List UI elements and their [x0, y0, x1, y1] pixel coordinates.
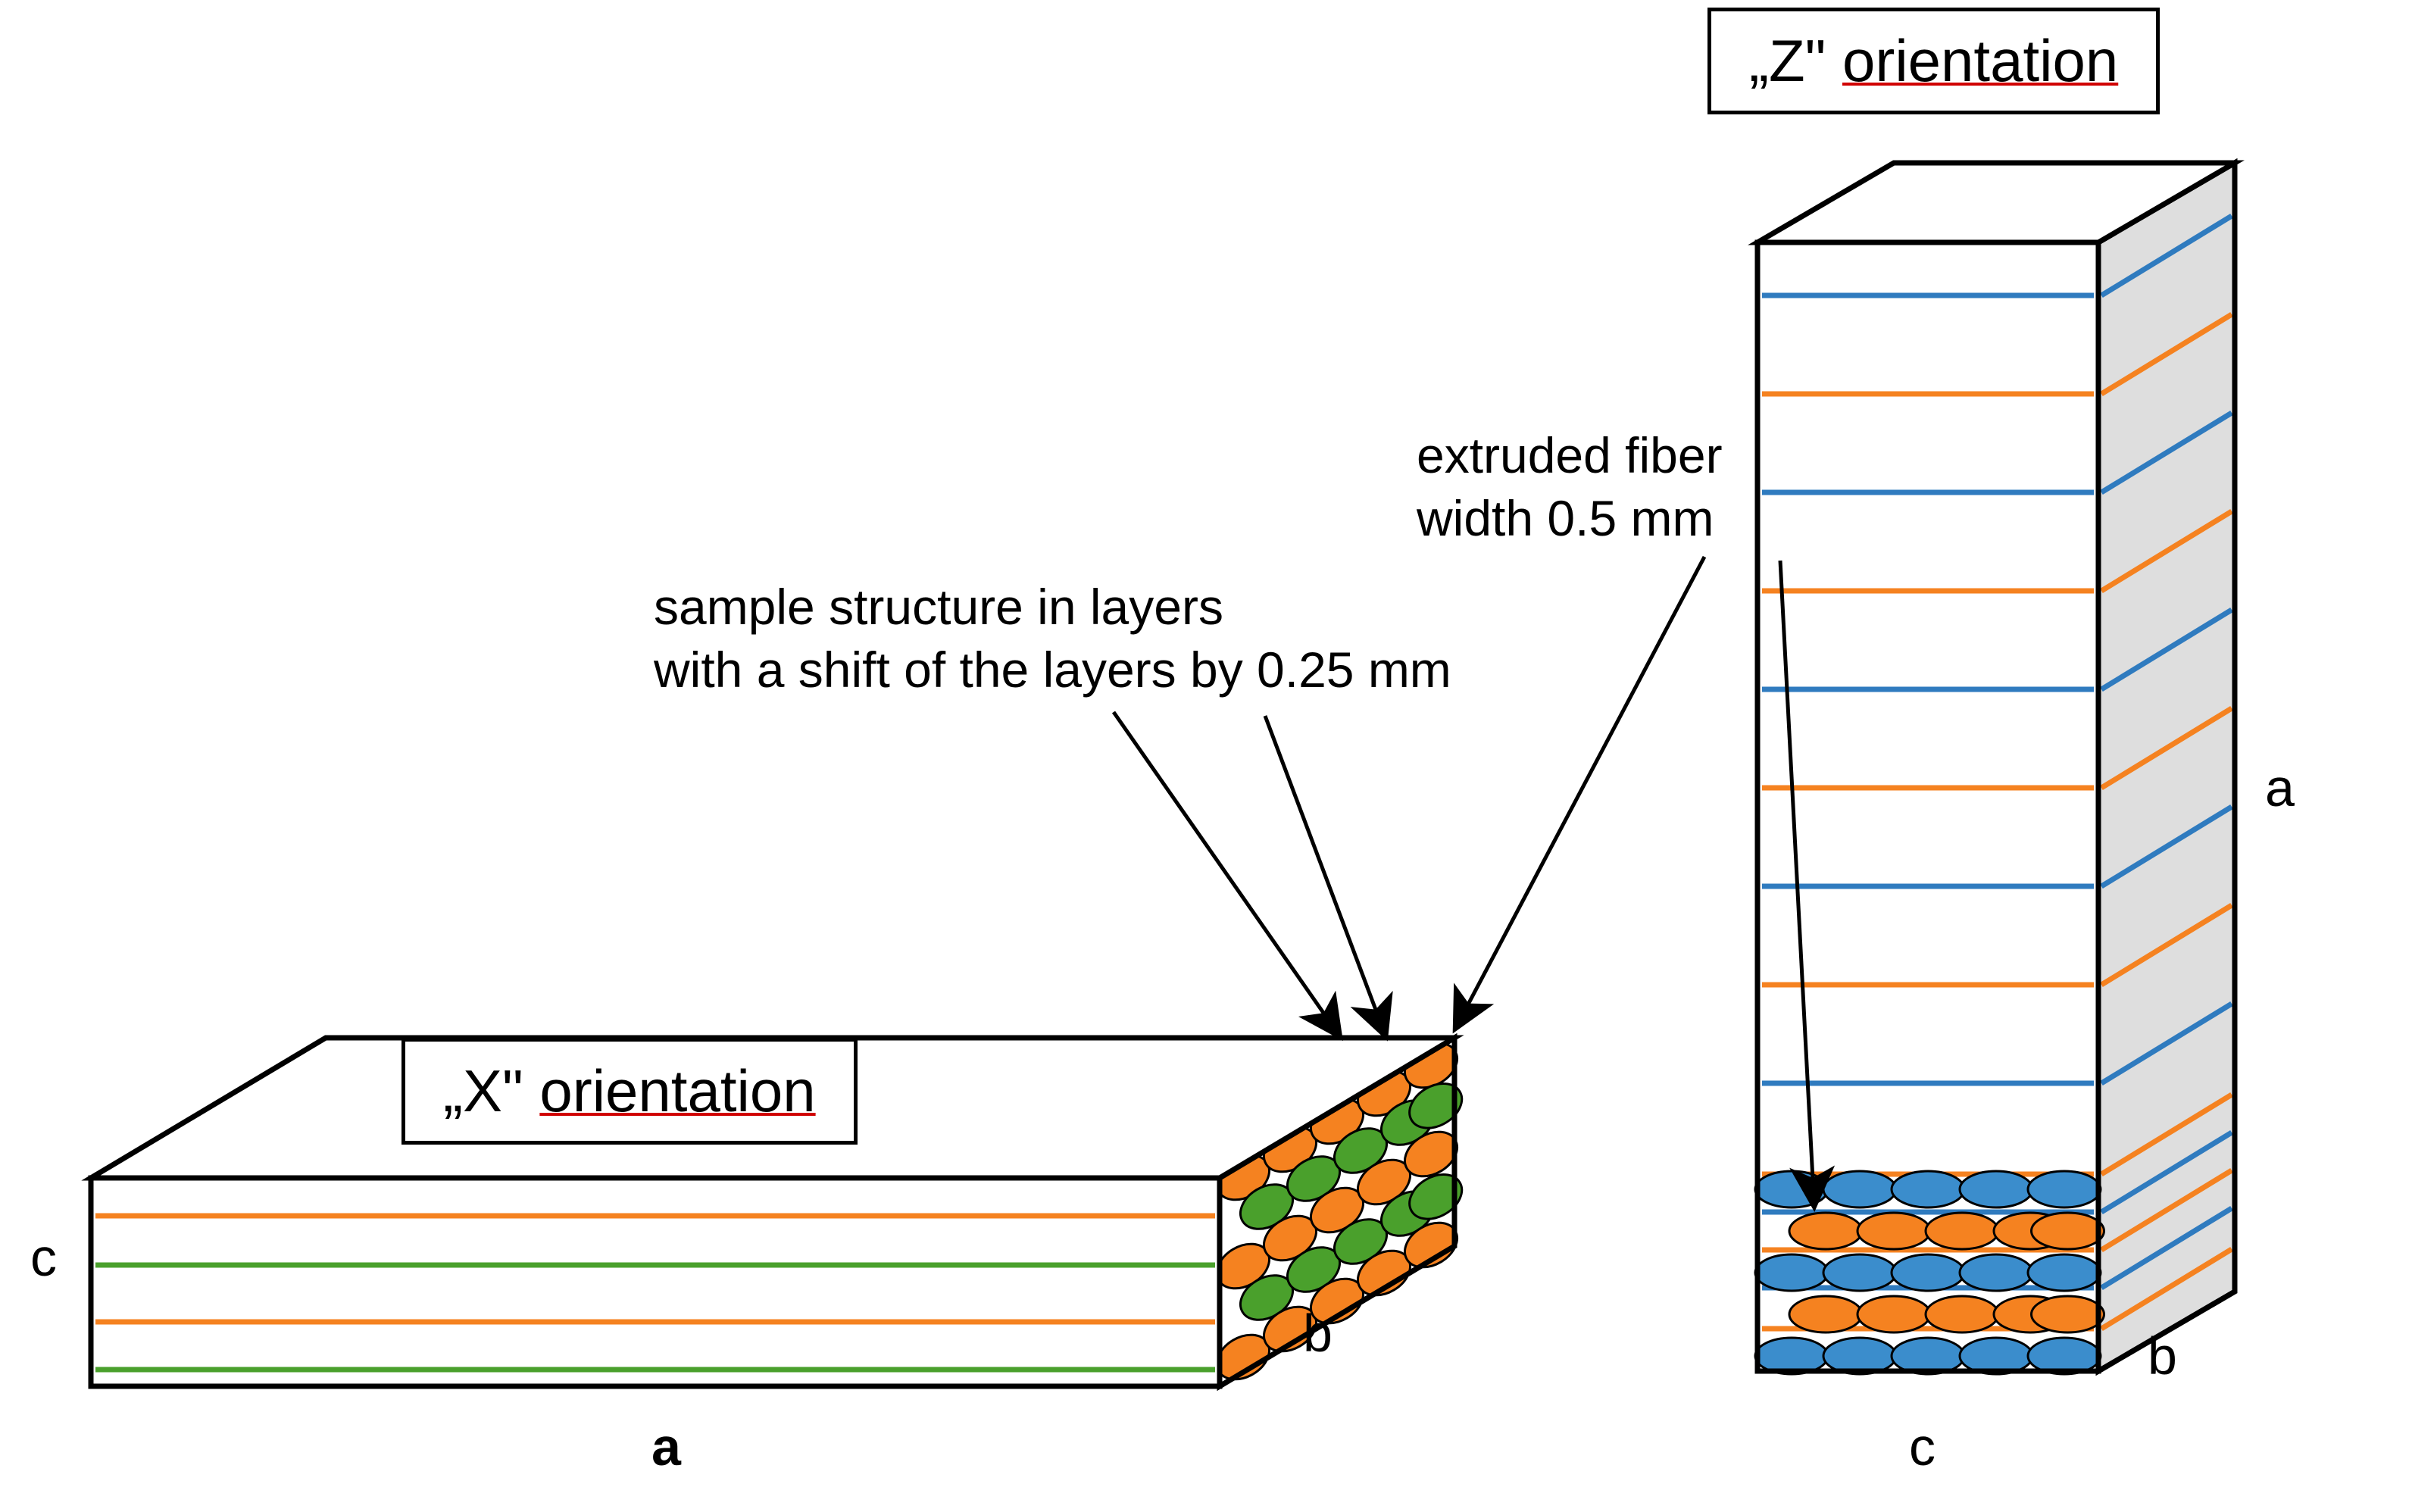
fiber-line2: width 0.5 mm	[1417, 487, 1723, 550]
z-orientation-title-box: „Z" orientation	[1707, 8, 2160, 114]
diagram-stage: „Z" orientation „X" orientation extruded…	[0, 0, 2412, 1512]
extruded-fiber-label: extruded fiber width 0.5 mm	[1417, 424, 1723, 549]
z-block-axis-a: a	[2265, 758, 2295, 818]
x-title-prefix: „X"	[443, 1057, 539, 1124]
x-block-axis-c: c	[30, 1227, 57, 1288]
x-block-axis-a: a	[651, 1417, 681, 1477]
structure-line2: with a shift of the layers by 0.25 mm	[654, 639, 1451, 701]
diagram-svg	[0, 0, 2412, 1512]
z-block-axis-b: b	[2148, 1326, 2177, 1386]
z-title-word: orientation	[1842, 27, 2118, 94]
z-title-prefix: „Z"	[1749, 27, 1842, 94]
z-orientation-block	[1755, 163, 2235, 1374]
structure-line1: sample structure in layers	[654, 576, 1451, 639]
x-orientation-title-box: „X" orientation	[401, 1038, 858, 1145]
z-block-axis-c: c	[1909, 1417, 1936, 1477]
sample-structure-label: sample structure in layers with a shift …	[654, 576, 1451, 701]
fiber-line1: extruded fiber	[1417, 424, 1723, 487]
x-title-word: orientation	[539, 1057, 815, 1124]
x-block-axis-b: b	[1303, 1303, 1333, 1364]
